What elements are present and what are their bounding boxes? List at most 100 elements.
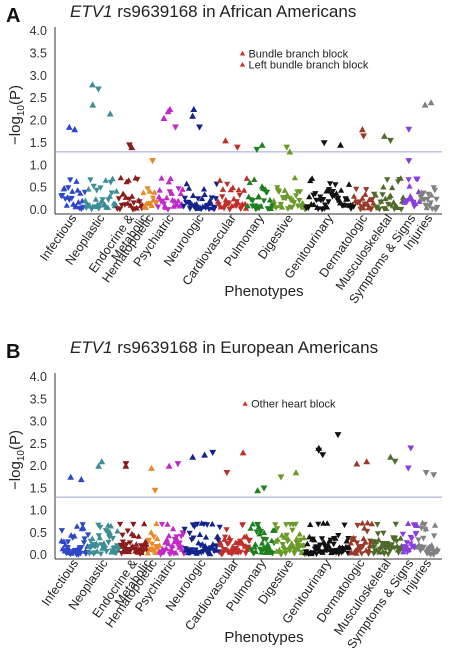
data-point <box>156 542 163 549</box>
data-point <box>108 190 115 197</box>
top-hit-point <box>292 469 300 476</box>
data-point <box>350 193 358 199</box>
data-point <box>140 189 147 196</box>
data-point <box>281 534 288 540</box>
data-point <box>424 196 431 203</box>
data-point <box>286 548 293 554</box>
data-point <box>380 530 387 537</box>
data-point <box>415 537 422 543</box>
data-point <box>196 531 203 537</box>
data-point <box>333 190 340 196</box>
data-point <box>181 195 188 202</box>
data-point <box>338 187 345 193</box>
top-hit-point <box>148 464 155 471</box>
data-point <box>221 536 228 542</box>
top-hit-point <box>254 487 261 494</box>
data-point <box>225 201 232 208</box>
data-point <box>112 201 119 207</box>
data-point <box>209 520 216 527</box>
data-point <box>420 190 427 197</box>
data-point <box>65 545 72 552</box>
panel-letter-a: A <box>6 5 20 27</box>
top-hit-point <box>149 158 156 165</box>
data-point <box>353 186 360 193</box>
data-point <box>391 535 399 542</box>
data-point <box>282 550 289 557</box>
data-point <box>154 535 161 542</box>
data-point <box>200 186 208 192</box>
data-point <box>172 549 179 556</box>
top-hit-point <box>277 474 285 481</box>
data-point <box>181 526 188 533</box>
top-hit-point <box>95 86 102 93</box>
data-point <box>283 522 290 528</box>
data-point <box>148 202 155 208</box>
data-point <box>177 190 184 197</box>
data-point <box>292 521 299 528</box>
data-point <box>427 200 434 206</box>
data-point <box>289 204 296 211</box>
data-point <box>260 198 267 204</box>
data-point <box>94 543 101 549</box>
y-tick-label: 0.0 <box>30 548 47 562</box>
data-point <box>294 540 301 547</box>
data-point <box>388 203 395 209</box>
data-point <box>243 533 250 539</box>
data-point <box>251 176 258 182</box>
data-point <box>382 195 389 202</box>
data-point <box>119 539 126 545</box>
data-point <box>370 539 377 545</box>
data-point <box>290 200 297 206</box>
data-point <box>434 204 441 211</box>
data-point <box>204 522 211 528</box>
data-point <box>96 203 103 209</box>
data-point <box>118 550 125 557</box>
data-point <box>257 203 265 209</box>
data-point <box>254 521 261 528</box>
data-point <box>413 522 421 528</box>
data-point <box>434 548 441 555</box>
data-point <box>247 525 254 531</box>
data-point <box>232 539 239 546</box>
data-point <box>71 533 78 539</box>
data-point <box>186 530 193 537</box>
top-hit-point <box>387 453 394 460</box>
data-point <box>428 542 435 548</box>
top-hit-point <box>234 144 241 151</box>
data-point <box>365 546 373 553</box>
data-point <box>92 196 99 202</box>
data-point <box>418 525 425 532</box>
data-point <box>387 192 394 198</box>
top-hit-point <box>421 101 429 108</box>
data-point <box>261 529 268 536</box>
data-point <box>252 548 259 555</box>
y-tick-label: 2.0 <box>30 114 47 128</box>
data-point <box>109 535 116 542</box>
data-point <box>272 205 280 211</box>
data-point <box>280 542 287 549</box>
data-point <box>73 523 81 529</box>
data-point <box>104 204 111 210</box>
data-point <box>130 200 137 206</box>
data-point <box>431 187 438 194</box>
data-point <box>327 537 334 544</box>
data-point <box>160 201 167 208</box>
data-point <box>363 187 370 193</box>
data-point <box>246 179 253 185</box>
data-point <box>353 540 361 546</box>
data-point <box>209 541 216 547</box>
data-point <box>406 183 413 189</box>
data-point <box>236 192 243 199</box>
data-point <box>165 532 172 539</box>
top-hit-point <box>89 101 97 108</box>
data-point <box>224 181 231 188</box>
y-tick-label: 3.0 <box>30 415 47 429</box>
data-point <box>308 550 315 557</box>
data-point <box>153 520 160 527</box>
data-point <box>134 176 141 183</box>
top-hit-point <box>77 476 85 483</box>
data-point <box>179 186 186 192</box>
data-point <box>77 550 84 557</box>
